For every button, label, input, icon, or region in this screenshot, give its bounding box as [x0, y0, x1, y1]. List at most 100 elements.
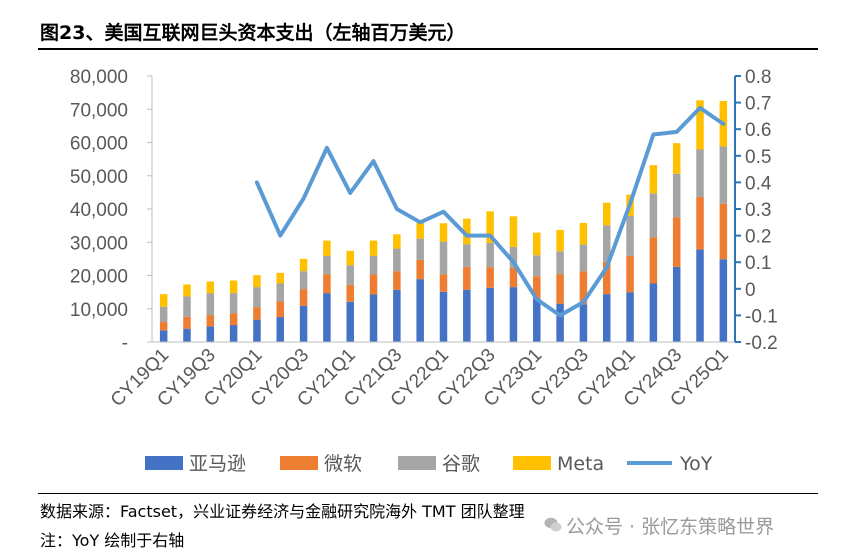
- bar-微软-CY19Q3: [206, 315, 215, 327]
- bar-Meta-CY24Q3: [672, 143, 681, 174]
- left-tick-label: 20,000: [70, 267, 128, 288]
- right-tick-label: -0.2: [745, 333, 778, 354]
- title-rule: [38, 48, 818, 50]
- legend-swatch-亚马逊: [145, 456, 183, 470]
- bar-微软-CY20Q3: [299, 289, 308, 306]
- bar-亚马逊-CY23Q3: [579, 304, 588, 342]
- bar-谷歌-CY21Q3: [393, 248, 401, 272]
- right-tick-label: 0.4: [745, 173, 772, 194]
- bar-微软-CY23Q2: [556, 274, 564, 304]
- bar-谷歌-CY22Q2: [463, 244, 471, 267]
- bar-微软-CY19Q1: [159, 322, 168, 331]
- right-tick-label: -0.1: [745, 306, 778, 327]
- bar-微软-CY20Q4: [323, 274, 331, 294]
- left-tick-label: 70,000: [70, 100, 128, 121]
- left-tick-label: -: [122, 333, 128, 354]
- right-tick-label: 0.1: [745, 253, 771, 274]
- bar-微软-CY19Q4: [229, 313, 238, 326]
- x-tick-labels: CY19Q1CY19Q3CY20Q1CY20Q3CY21Q1CY21Q3CY22…: [107, 345, 733, 411]
- bar-亚马逊-CY24Q1: [626, 292, 634, 342]
- bar-Meta-CY21Q4: [416, 220, 424, 239]
- bar-Meta-CY24Q4: [696, 100, 704, 150]
- left-tick-label: 50,000: [70, 167, 128, 188]
- legend-label-微软: 微软: [324, 453, 362, 475]
- right-tick-label: 0.6: [745, 120, 771, 141]
- left-tick-label: 30,000: [70, 233, 128, 254]
- bar-谷歌-CY20Q1: [253, 287, 261, 308]
- bar-微软-CY21Q4: [416, 259, 424, 280]
- bar-亚马逊-CY24Q3: [672, 266, 681, 342]
- right-tick-label: 0: [745, 280, 756, 301]
- bar-亚马逊-CY22Q3: [486, 287, 494, 342]
- bar-Meta-CY22Q4: [509, 216, 518, 247]
- bar-Meta-CY19Q1: [159, 294, 168, 307]
- bar-谷歌-CY21Q4: [416, 238, 424, 260]
- bar-亚马逊-CY24Q4: [696, 249, 704, 342]
- bar-微软-CY22Q3: [486, 267, 494, 288]
- bar-谷歌-CY19Q1: [159, 306, 168, 323]
- bar-Meta-CY23Q2: [556, 229, 564, 252]
- bar-谷歌-CY22Q3: [486, 242, 494, 268]
- bar-微软-CY24Q1: [626, 255, 634, 293]
- bar-Meta-CY20Q4: [323, 240, 331, 256]
- bar-微软-CY22Q2: [463, 266, 471, 290]
- left-tick-label: 60,000: [70, 134, 128, 155]
- bar-谷歌-CY21Q1: [346, 265, 354, 285]
- right-tick-label: 0.3: [745, 200, 771, 221]
- bar-亚马逊-CY21Q3: [393, 289, 401, 342]
- bar-Meta-CY23Q4: [602, 202, 611, 226]
- legend-label-Meta: Meta: [557, 453, 604, 475]
- bar-亚马逊-CY25Q1: [719, 259, 728, 342]
- wechat-icon: [544, 517, 562, 532]
- bar-微软-CY21Q2: [369, 274, 378, 295]
- bar-Meta-CY19Q3: [206, 281, 215, 294]
- bar-微软-CY25Q1: [719, 203, 728, 260]
- bar-微软-CY22Q1: [439, 274, 448, 292]
- chart-title: 图23、美国互联网巨头资本支出（左轴百万美元）: [40, 22, 466, 44]
- bar-谷歌-CY23Q1: [533, 255, 541, 277]
- bar-Meta-CY20Q3: [299, 258, 308, 272]
- bar-亚马逊-CY23Q1: [533, 298, 541, 342]
- bar-亚马逊-CY20Q2: [276, 317, 285, 342]
- bar-谷歌-CY23Q3: [579, 244, 588, 272]
- bar-亚马逊-CY19Q2: [183, 328, 191, 342]
- legend-label-亚马逊: 亚马逊: [189, 453, 246, 475]
- axis-note: 注：YoY 绘制于右轴: [40, 531, 185, 550]
- bar-谷歌-CY23Q2: [556, 251, 564, 275]
- bar-谷歌-CY20Q4: [323, 255, 331, 275]
- bar-微软-CY20Q2: [276, 301, 285, 318]
- bar-亚马逊-CY23Q2: [556, 303, 564, 342]
- bar-微软-CY22Q4: [509, 267, 518, 288]
- axes-layer: - 10,000 20,000 30,000 40,000 50,000 60,000 70,…: [70, 67, 778, 354]
- bar-亚马逊-CY21Q4: [416, 279, 424, 342]
- bar-谷歌-CY24Q4: [696, 149, 704, 198]
- bar-Meta-CY21Q2: [369, 240, 378, 256]
- watermark: 公众号 · 张忆东策略世界: [566, 516, 775, 538]
- bar-谷歌-CY24Q3: [672, 173, 681, 218]
- bar-微软-CY23Q3: [579, 271, 588, 305]
- bar-微软-CY20Q1: [253, 307, 261, 320]
- bar-亚马逊-CY21Q2: [369, 294, 378, 342]
- bar-亚马逊-CY22Q1: [439, 291, 448, 342]
- bar-谷歌-CY23Q4: [602, 225, 611, 262]
- bar-亚马逊-CY20Q3: [299, 305, 308, 342]
- bar-谷歌-CY19Q4: [229, 293, 238, 314]
- bar-Meta-CY23Q3: [579, 222, 588, 245]
- bar-微软-CY24Q4: [696, 197, 704, 250]
- bar-谷歌-CY22Q1: [439, 241, 448, 275]
- bar-Meta-CY19Q2: [183, 284, 191, 297]
- bar-Meta-CY19Q4: [229, 280, 238, 294]
- bar-微软-CY21Q3: [393, 271, 401, 290]
- bar-微软-CY24Q2: [649, 237, 658, 284]
- bar-Meta-CY20Q2: [276, 272, 285, 284]
- bar-亚马逊-CY22Q4: [509, 287, 518, 342]
- bar-谷歌-CY25Q1: [719, 146, 728, 204]
- bar-Meta-CY20Q1: [253, 275, 261, 288]
- bar-微软-CY21Q1: [346, 284, 354, 302]
- right-tick-label: 0.7: [745, 94, 771, 115]
- bar-微软-CY23Q4: [602, 261, 611, 295]
- bar-亚马逊-CY23Q4: [602, 294, 611, 342]
- bar-Meta-CY22Q3: [486, 211, 494, 243]
- bar-谷歌-CY24Q1: [626, 215, 634, 256]
